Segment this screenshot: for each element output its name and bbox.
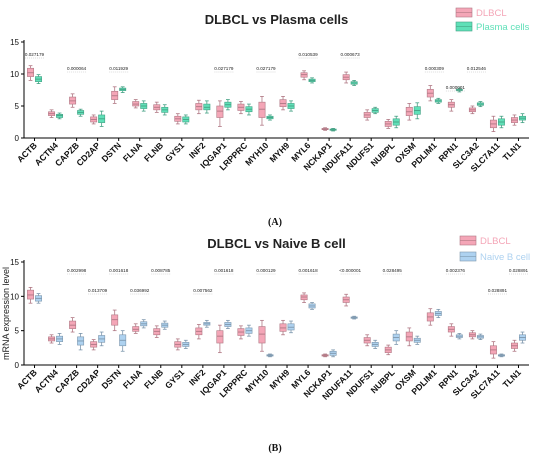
x-tick-label: FLNB	[142, 367, 165, 390]
x-tick-label: DSTN	[99, 367, 123, 391]
x-tick-label: NUBPL	[369, 367, 397, 395]
y-tick-label: 15	[10, 38, 19, 47]
x-tick-label: CD2AP	[74, 140, 102, 168]
p-value-label: 0.028891	[488, 288, 508, 293]
y-tick-label: 15	[10, 258, 19, 267]
p-value-label: 0.002376	[446, 268, 466, 273]
chart-panel-1: DLBCL vs Naive B cell mRNA expression lev…	[1, 235, 530, 454]
y-tick-label: 0	[15, 134, 20, 143]
p-value-label: 0.013709	[88, 288, 108, 293]
p-value-label: 0.001618	[109, 268, 129, 273]
legend-label-1: Naive B cell	[480, 252, 530, 263]
p-value-label: 0.000001	[446, 85, 466, 90]
x-tick-label: FLNA	[121, 367, 144, 390]
x-tick-label: GYS1	[163, 367, 186, 390]
box-MYH10-0	[258, 101, 266, 118]
p-value-label: 0.028495	[383, 268, 403, 273]
p-value-label: 0.011929	[109, 66, 128, 71]
x-tick-label: NUBPL	[369, 140, 397, 168]
p-value-label: 0.000064	[67, 66, 87, 71]
y-tick-label: 10	[10, 292, 19, 301]
p-value-label: 0.027179	[256, 66, 276, 71]
p-value-label: 0.007562	[193, 288, 213, 293]
p-value-label: 0.008785	[151, 268, 171, 273]
p-value-label: 0.010539	[298, 52, 318, 57]
y-axis-label: mRNA expression level	[1, 267, 11, 360]
chart-title: DLBCL vs Plasma cells	[205, 12, 349, 27]
p-value-label: 0.036992	[130, 288, 150, 293]
y-tick-label: 5	[15, 327, 20, 336]
p-value-label: 0.012546	[467, 66, 487, 71]
box-MYH10-0	[258, 326, 266, 344]
y-tick-label: 5	[15, 102, 20, 111]
p-value-label: 0.002998	[67, 268, 87, 273]
p-value-label: 0.027179	[25, 52, 45, 57]
y-tick-label: 10	[10, 70, 19, 79]
panel-label: (A)	[268, 217, 282, 228]
p-value-label: 0.001618	[214, 268, 234, 273]
chart-panel-0: DLBCL vs Plasma cells051015ACTBACTN4CAPZ…	[10, 7, 530, 228]
x-tick-label: FLNB	[142, 140, 165, 163]
x-tick-label: TLN1	[501, 367, 523, 389]
p-value-label: 0.027179	[214, 66, 234, 71]
legend-label-0: DLBCL	[476, 8, 507, 19]
box-IQGAP1-0	[216, 330, 224, 344]
p-value-label: 0.001618	[298, 268, 318, 273]
y-tick-label: 0	[15, 361, 20, 370]
p-value-label: 0.000309	[425, 66, 445, 71]
legend-label-0: DLBCL	[480, 236, 511, 247]
p-value-label: <0.000001	[339, 268, 361, 273]
chart-title: DLBCL vs Naive B cell	[207, 236, 345, 251]
x-tick-label: MYH10	[243, 367, 270, 394]
p-value-label: 0.000673	[341, 52, 361, 57]
p-value-label: 0.028891	[509, 268, 529, 273]
x-tick-label: GYS1	[163, 140, 186, 163]
x-tick-label: MYH10	[243, 140, 270, 167]
x-tick-label: MYH9	[267, 367, 291, 391]
p-value-label: 0.000129	[256, 268, 276, 273]
box-IQGAP1-0	[216, 105, 224, 118]
legend-label-1: Plasma cells	[476, 22, 530, 33]
x-tick-label: MYH9	[267, 140, 291, 164]
x-tick-label: CD2AP	[74, 367, 102, 395]
panel-label: (B)	[268, 443, 281, 454]
x-tick-label: FLNA	[121, 140, 144, 163]
x-tick-label: TLN1	[501, 140, 523, 162]
x-tick-label: DSTN	[99, 140, 123, 164]
